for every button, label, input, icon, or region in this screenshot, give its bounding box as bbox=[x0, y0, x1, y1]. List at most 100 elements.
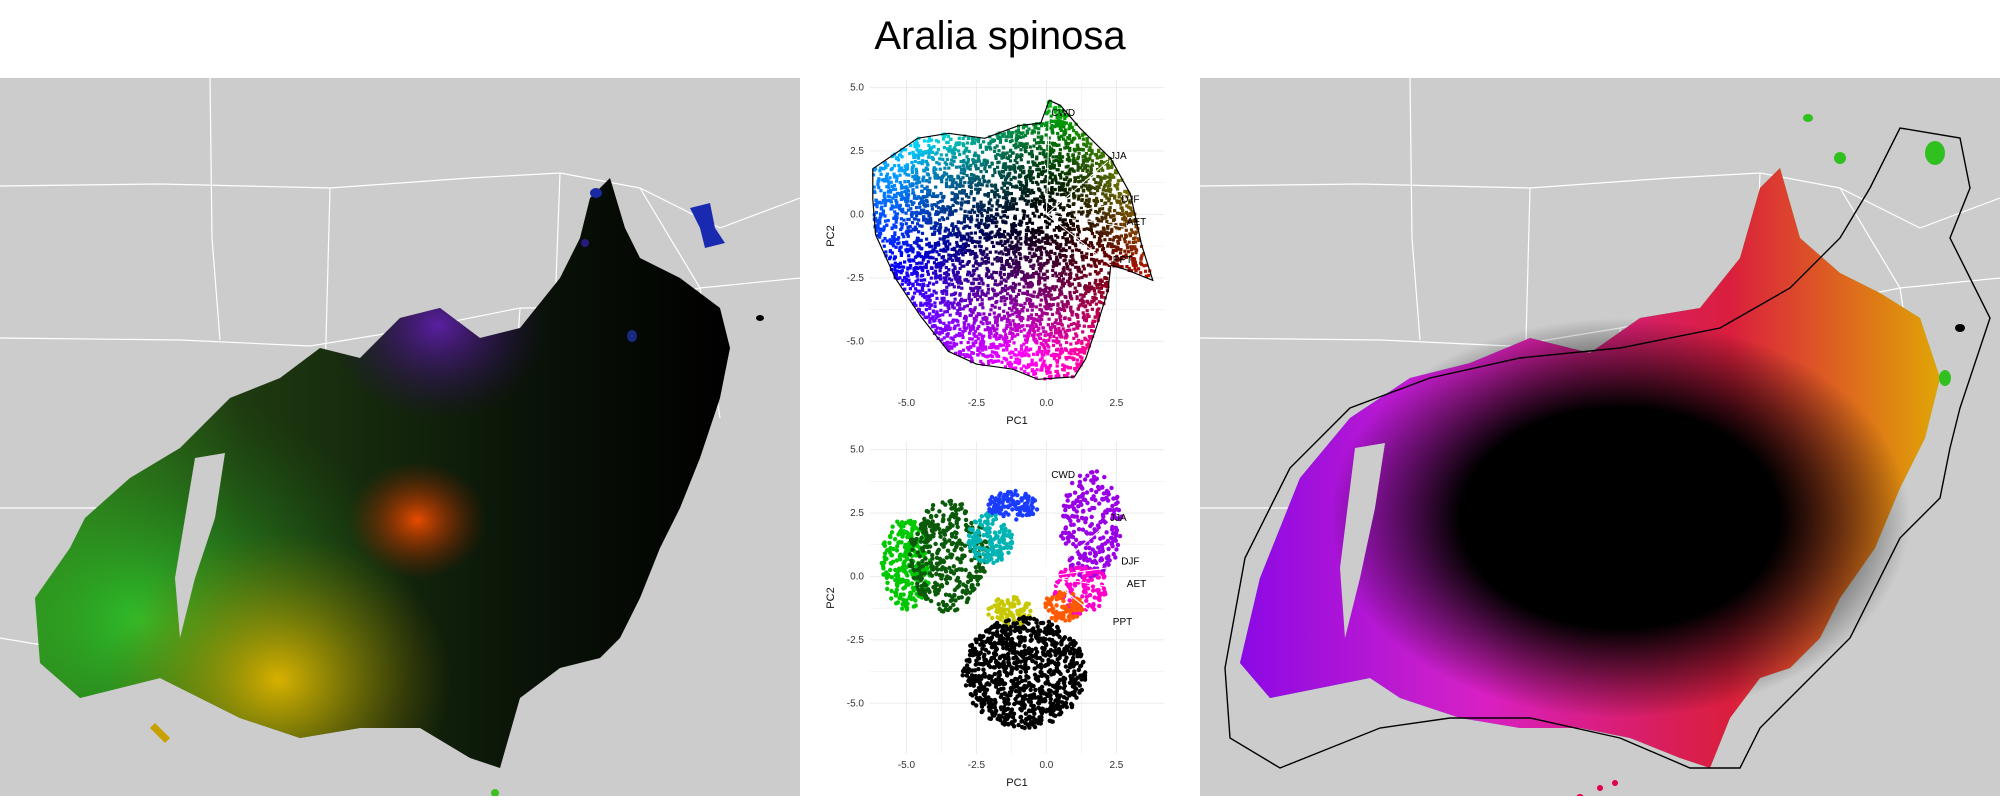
pca-top-point bbox=[1095, 161, 1099, 165]
pca-top-point bbox=[995, 318, 999, 322]
pca-top-point bbox=[1072, 196, 1076, 200]
pca-top-point bbox=[1099, 230, 1103, 234]
pca-top-point bbox=[1094, 278, 1098, 282]
pca-top-point bbox=[995, 320, 999, 324]
pca-top-point bbox=[1086, 158, 1090, 163]
pca-top-point bbox=[1036, 259, 1040, 263]
pca-top-point bbox=[934, 328, 938, 332]
pca-top-point bbox=[989, 327, 993, 331]
pca-bottom-point bbox=[914, 536, 919, 542]
pca-top-point bbox=[1086, 209, 1090, 214]
pca-top-point bbox=[1085, 139, 1089, 143]
pca-top-point bbox=[1077, 304, 1081, 308]
pca-top-point bbox=[1043, 277, 1047, 281]
pca-top-point bbox=[879, 227, 883, 231]
pca-top-point bbox=[922, 169, 926, 173]
pca-top-point bbox=[1063, 295, 1067, 299]
pca-top-point bbox=[1021, 324, 1025, 328]
pca-top-point bbox=[1060, 188, 1064, 192]
pca-top-point bbox=[935, 250, 939, 254]
pca-top-point bbox=[1037, 262, 1041, 267]
pca-top-point bbox=[990, 262, 994, 266]
pca-top-point bbox=[1019, 153, 1023, 157]
pca-top-point bbox=[1030, 231, 1034, 235]
pca-top-point bbox=[1005, 193, 1009, 197]
pca-top-point bbox=[1059, 176, 1063, 180]
pca-top-point bbox=[1095, 258, 1099, 262]
pca-bottom-point bbox=[974, 569, 979, 574]
pca-top-point bbox=[1092, 198, 1096, 203]
pca-top-point bbox=[1030, 247, 1034, 251]
pca-top-point bbox=[1059, 347, 1064, 351]
pca-top-point bbox=[1059, 333, 1063, 337]
pca-top-point bbox=[983, 158, 987, 162]
pca-top-point bbox=[991, 276, 995, 280]
pca-top-point bbox=[1013, 311, 1017, 315]
pca-top-point bbox=[879, 201, 883, 205]
pca-top-point bbox=[1084, 198, 1088, 202]
pca-top-point bbox=[882, 194, 886, 198]
pca-top-point bbox=[983, 236, 987, 240]
pca-top-point bbox=[1088, 205, 1092, 209]
pca-top-point bbox=[1006, 292, 1010, 296]
pca-top-point bbox=[911, 150, 915, 155]
pca-top-point bbox=[1024, 186, 1028, 190]
pca-top-point bbox=[1013, 322, 1017, 326]
pca-bottom-point bbox=[970, 583, 975, 588]
pca-top-point bbox=[1113, 196, 1117, 200]
pca-top-point bbox=[997, 313, 1001, 317]
pca-top-point bbox=[1090, 159, 1094, 163]
pca-top-point bbox=[1004, 333, 1008, 337]
pca-top-point bbox=[1076, 165, 1080, 169]
pca-top-point bbox=[993, 315, 997, 319]
pca-top-point bbox=[924, 159, 929, 163]
pca-top-point bbox=[1082, 142, 1086, 146]
pca-top-point bbox=[1022, 213, 1026, 217]
pca-top-point bbox=[1000, 360, 1004, 364]
pca-top-point bbox=[1079, 360, 1083, 364]
pca-top-point bbox=[986, 268, 990, 272]
pca-top-point bbox=[1088, 336, 1092, 340]
pca-top-point bbox=[936, 314, 940, 318]
pca-top-point bbox=[1047, 217, 1051, 221]
pca-top-point bbox=[1053, 187, 1057, 192]
pca-top-point bbox=[1043, 262, 1047, 266]
pca-top-point bbox=[899, 186, 904, 190]
pca-top-point bbox=[1018, 265, 1022, 270]
pca-top-point bbox=[921, 196, 925, 200]
pca-top-point bbox=[887, 185, 891, 189]
pca-top-point bbox=[923, 265, 927, 269]
pca-top-point bbox=[1099, 286, 1103, 290]
pca-top-point bbox=[933, 226, 937, 230]
pca-top-point bbox=[905, 247, 909, 251]
pca-top-point bbox=[1055, 339, 1059, 344]
pca-top-point bbox=[958, 293, 962, 297]
pca-top-point bbox=[1062, 259, 1066, 263]
pca-top-point bbox=[948, 301, 952, 305]
pca-top-point bbox=[1030, 153, 1034, 157]
pca-top-point bbox=[918, 149, 923, 153]
pca-top-point bbox=[1018, 197, 1022, 201]
pca-top-point bbox=[1134, 269, 1138, 273]
pca-top-point bbox=[950, 320, 955, 324]
pca-top-point bbox=[970, 180, 974, 184]
pca-top-point bbox=[910, 214, 914, 218]
pca-top-point bbox=[921, 311, 925, 315]
pca-top-ytick-label: 5.0 bbox=[850, 83, 864, 94]
pca-top-point bbox=[1070, 237, 1074, 241]
pca-top-point bbox=[965, 224, 969, 228]
pca-top-point bbox=[918, 283, 922, 287]
pca-top-point bbox=[1046, 293, 1050, 297]
pca-top-point bbox=[997, 336, 1001, 341]
pca-top-point bbox=[1069, 305, 1073, 310]
pca-top-point bbox=[948, 145, 952, 149]
pca-top-point bbox=[1108, 156, 1112, 161]
pca-top-point bbox=[959, 341, 963, 345]
pca-bottom-point bbox=[926, 549, 932, 555]
pca-top-point bbox=[939, 248, 943, 252]
pca-top-point bbox=[1066, 300, 1070, 304]
pca-top-point bbox=[904, 192, 908, 196]
pca-top-point bbox=[1046, 144, 1050, 148]
pca-top-point bbox=[1087, 172, 1091, 177]
pca-top-point bbox=[1091, 246, 1095, 250]
